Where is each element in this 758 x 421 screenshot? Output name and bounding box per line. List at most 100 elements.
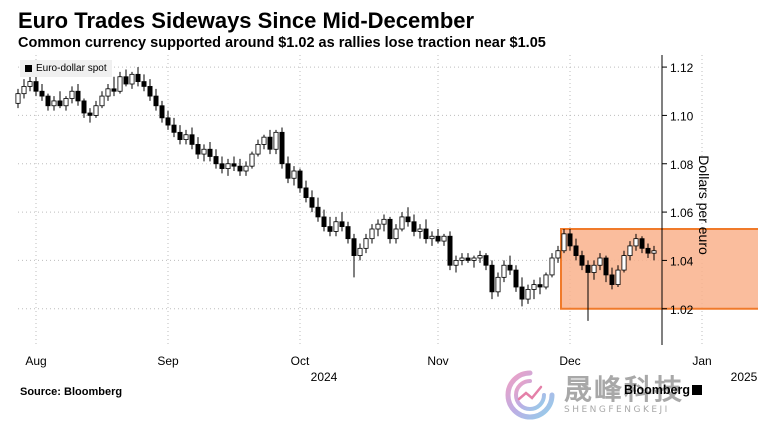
candle-body: [447, 235, 453, 266]
candle-body: [153, 95, 159, 107]
candle: [609, 267, 615, 290]
candle: [567, 229, 573, 251]
candle-body: [189, 134, 195, 145]
y-tick-label: 1.12: [670, 61, 694, 75]
candle-body: [45, 95, 51, 107]
candle-body: [609, 274, 615, 285]
candle-body: [453, 260, 459, 266]
candle-body: [339, 221, 345, 227]
candle-body: [123, 76, 129, 85]
legend-swatch: [25, 65, 32, 72]
candle-body: [489, 264, 495, 293]
candle: [177, 125, 183, 145]
candle: [579, 250, 585, 271]
candle-body: [321, 216, 327, 227]
candle: [105, 84, 111, 101]
candle-body: [399, 216, 405, 230]
candle: [447, 231, 453, 271]
candle: [645, 243, 651, 258]
candle-body: [177, 131, 183, 140]
candle: [441, 233, 447, 246]
candle-body: [207, 148, 213, 157]
candle-body: [69, 90, 75, 99]
candle: [525, 284, 531, 304]
candle: [111, 76, 117, 97]
candle-body: [249, 153, 255, 167]
candle: [165, 110, 171, 130]
candle-body: [195, 144, 201, 155]
candle-body: [411, 221, 417, 232]
candle: [39, 84, 45, 101]
candle: [405, 207, 411, 227]
candle: [621, 250, 627, 273]
candle: [597, 253, 603, 271]
candle: [387, 216, 393, 244]
candle-body: [93, 105, 99, 116]
candle-body: [279, 131, 285, 165]
candle: [183, 129, 189, 145]
candle-body: [525, 289, 531, 300]
candle: [99, 91, 105, 109]
candle-body: [405, 216, 411, 223]
candle-body: [633, 238, 639, 247]
candle: [345, 221, 351, 244]
candle: [423, 219, 429, 244]
candle: [513, 265, 519, 292]
candle-body: [459, 257, 465, 261]
candle-body: [615, 269, 621, 285]
candle-body: [369, 228, 375, 240]
candle: [477, 250, 483, 263]
candle-body: [129, 73, 135, 85]
candle: [231, 156, 237, 171]
candle-body: [483, 255, 489, 266]
candle: [63, 96, 69, 111]
candle: [237, 158, 243, 176]
candle-body: [603, 257, 609, 276]
candle-body: [309, 197, 315, 208]
candle: [57, 91, 63, 109]
candle: [459, 253, 465, 266]
candle-body: [87, 112, 93, 116]
candle-body: [519, 286, 525, 300]
candle-body: [159, 105, 165, 119]
candle-body: [75, 90, 81, 102]
candle-body: [261, 136, 267, 145]
candle: [261, 134, 267, 150]
y-axis-label: Dollars per euro: [696, 155, 712, 255]
candle-body: [429, 235, 435, 240]
brand-logo: Bloomberg: [624, 383, 702, 397]
candle-body: [15, 93, 21, 104]
candle-body: [231, 163, 237, 167]
candle: [135, 67, 141, 87]
candle: [411, 214, 417, 237]
candle: [327, 216, 333, 237]
x-tick-label: Jan: [692, 354, 711, 368]
candle-body: [81, 100, 87, 114]
candle: [51, 96, 57, 111]
candle: [627, 241, 633, 261]
candle: [429, 231, 435, 246]
x-tick-label: Sep: [157, 354, 179, 368]
candle: [363, 233, 369, 254]
highlight-box: [560, 228, 758, 310]
candle: [75, 84, 81, 106]
brand-name: Bloomberg: [624, 383, 690, 397]
candle-body: [555, 250, 561, 259]
candle-body: [297, 170, 303, 189]
candle: [351, 233, 357, 278]
candle-body: [639, 238, 645, 249]
candle-body: [135, 73, 141, 82]
candle: [309, 190, 315, 213]
y-tick-label: 1.02: [670, 303, 694, 317]
chart-title: Euro Trades Sideways Since Mid-December: [18, 8, 475, 33]
candle: [123, 69, 129, 87]
candle: [141, 74, 147, 92]
candle-body: [387, 218, 393, 240]
candle: [87, 108, 93, 123]
candle: [27, 74, 33, 92]
y-tick-label: 1.06: [670, 206, 694, 220]
candle: [573, 238, 579, 261]
candle-body: [585, 264, 591, 273]
candle: [303, 180, 309, 203]
candle-body: [213, 156, 219, 165]
